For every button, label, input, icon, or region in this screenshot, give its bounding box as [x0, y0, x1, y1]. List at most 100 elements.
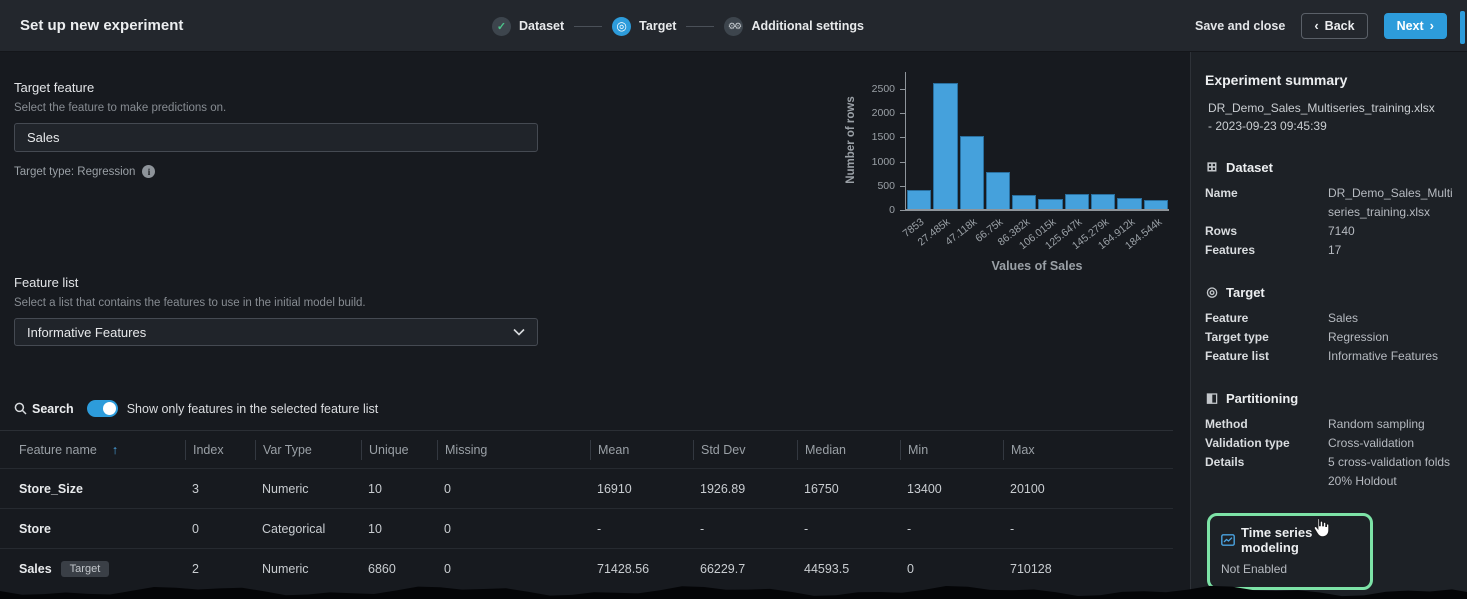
feature-list-heading: Feature list: [14, 275, 79, 290]
kv-row: Name DR_Demo_Sales_Multiseries_training.x…: [1205, 186, 1453, 219]
partitioning-icon: ◧: [1205, 390, 1219, 405]
y-axis: 0 500 1000 1500 2000 2500: [860, 72, 905, 215]
experiment-summary-sidebar: Experiment summary DR_Demo_Sales_Multise…: [1190, 52, 1467, 599]
kv-row: Validation type Cross-validation: [1205, 436, 1415, 450]
step-dataset[interactable]: ✓ Dataset: [492, 16, 564, 36]
sidebar-section-target: ◎ Target Feature Sales Target type Regress…: [1205, 284, 1453, 366]
target-feature-input[interactable]: [14, 123, 538, 152]
toggle-label: Show only features in the selected featu…: [126, 401, 379, 416]
sidebar-title: Experiment summary: [1205, 72, 1348, 88]
gears-icon: ⚙⚙: [724, 16, 744, 36]
y-tick-mark: [900, 113, 905, 115]
scrollbar-thumb[interactable]: [1460, 11, 1465, 44]
step-target[interactable]: ◎ Target: [612, 16, 676, 36]
target-type-row: Target type: Regression i: [14, 165, 538, 178]
feature-name: Sales: [19, 561, 52, 576]
sales-histogram: Number of rows 0 500 1000 1500 2000 2500 7853…: [842, 72, 1187, 273]
kv-row: Target type Regression: [1205, 330, 1389, 344]
table-cell: -: [907, 521, 912, 536]
table-cell: Numeric: [262, 481, 309, 496]
main-pane: Target feature Select the feature to mak…: [0, 52, 1190, 599]
dataset-section-heading: Dataset: [1226, 159, 1273, 175]
search-button[interactable]: Search: [14, 402, 74, 416]
topbar-actions: Save and close ‹ Back Next ›: [1195, 12, 1447, 39]
histogram-bar: [1143, 200, 1168, 209]
column-header[interactable]: Index: [185, 439, 255, 460]
table-row[interactable]: Sales Target 2 Numeric 6860 0 71428.56 66229.7 4…: [0, 548, 1173, 588]
table-row[interactable]: Store_Size 3 Numeric 10 0 16910 1926.89 16750 13…: [0, 468, 1173, 508]
histogram-plot: [905, 72, 1169, 211]
x-axis-title: Values of Sales: [991, 259, 1083, 273]
table-cell: -: [1010, 521, 1015, 536]
table-cell: Numeric: [262, 561, 309, 576]
save-and-close-button[interactable]: Save and close: [1195, 18, 1286, 33]
target-badge: Target: [60, 560, 110, 577]
partitioning-section-heading: Partitioning: [1226, 390, 1299, 406]
column-header[interactable]: Var Type: [255, 439, 361, 460]
chevron-right-icon: ›: [1429, 18, 1434, 33]
y-tick-mark: [900, 185, 905, 187]
histogram-bar: [985, 172, 1011, 209]
column-header[interactable]: Unique: [361, 439, 437, 460]
wizard-stepper: ✓ Dataset ◎ Target ⚙⚙ Additional setting…: [492, 0, 864, 52]
target-type-label: Target type: Regression: [14, 165, 136, 178]
table-cell: 13400: [907, 481, 942, 496]
y-tick-label: 500: [877, 179, 895, 192]
column-header[interactable]: Missing: [437, 439, 590, 460]
table-cell: 0: [444, 481, 451, 496]
feature-table: Feature name ↑ Index Var Type Unique Mis…: [0, 430, 1173, 588]
target-feature-block: Target feature Select the feature to mak…: [14, 80, 538, 178]
table-row[interactable]: Store 0 Categorical 10 0 - - - - -: [0, 508, 1173, 548]
step-additional-settings[interactable]: ⚙⚙ Additional settings: [724, 16, 864, 36]
table-body: Store_Size 3 Numeric 10 0 16910 1926.89 16750 13…: [0, 468, 1173, 588]
sort-ascending-icon: ↑: [111, 442, 119, 457]
info-icon[interactable]: i: [142, 165, 156, 178]
y-tick-mark: [900, 161, 905, 163]
table-cell: 0: [444, 561, 451, 576]
kv-row: Method Random sampling: [1205, 417, 1425, 431]
column-header[interactable]: Std Dev: [693, 439, 797, 460]
target-feature-heading: Target feature: [14, 80, 95, 95]
feature-list-filter-toggle[interactable]: [86, 400, 118, 417]
chevron-down-icon: [513, 328, 525, 336]
column-header-feature-name[interactable]: Feature name ↑: [19, 440, 185, 460]
step-additional-settings-label: Additional settings: [751, 19, 864, 33]
kv-row: Details 5 cross-validation folds 20% Hold…: [1205, 455, 1451, 488]
top-bar: Set up new experiment ✓ Dataset ◎ Target…: [0, 0, 1467, 52]
sidebar-section-dataset: ⊞ Dataset Name DR_Demo_Sales_Multiseries_…: [1205, 159, 1453, 260]
dataset-icon: ⊞: [1206, 159, 1218, 174]
table-cell: 1926.89: [700, 481, 746, 496]
table-cell: 10: [368, 521, 382, 536]
table-cell: 16750: [804, 481, 839, 496]
table-cell: 6860: [368, 561, 396, 576]
back-button[interactable]: ‹ Back: [1301, 12, 1368, 39]
step-connector: [574, 25, 603, 27]
histogram-bar: [907, 190, 932, 209]
next-button[interactable]: Next ›: [1383, 12, 1447, 39]
feature-list-block: Feature list Select a list that contains…: [14, 275, 538, 346]
feature-list-select[interactable]: Informative Features: [14, 318, 538, 346]
column-header[interactable]: Mean: [590, 439, 693, 460]
table-cell: -: [700, 521, 705, 536]
y-tick-label: 2500: [871, 83, 895, 95]
y-tick-label: 0: [889, 204, 895, 216]
search-row: Search Show only features in the selecte…: [14, 400, 378, 417]
table-cell: 2: [192, 561, 199, 576]
histogram-bar: [1091, 194, 1116, 209]
table-cell: 71428.56: [597, 561, 650, 576]
time-series-modeling-card[interactable]: Time series modeling Not Enabled: [1207, 513, 1373, 590]
column-header[interactable]: Median: [797, 439, 900, 460]
table-cell: Categorical: [262, 521, 326, 536]
column-header[interactable]: Min: [900, 439, 1003, 460]
line-chart-icon: [1221, 534, 1235, 546]
y-tick-label: 2000: [871, 107, 895, 120]
target-icon: ◎: [1206, 284, 1218, 299]
kv-row: Feature list Informative Features: [1205, 349, 1439, 363]
histogram-bar: [959, 136, 984, 209]
column-header[interactable]: Max: [1003, 439, 1173, 460]
kv-row: Features 17: [1205, 243, 1342, 257]
target-section-heading: Target: [1226, 284, 1265, 300]
chevron-left-icon: ‹: [1314, 18, 1319, 33]
y-tick-label: 1500: [871, 131, 895, 144]
